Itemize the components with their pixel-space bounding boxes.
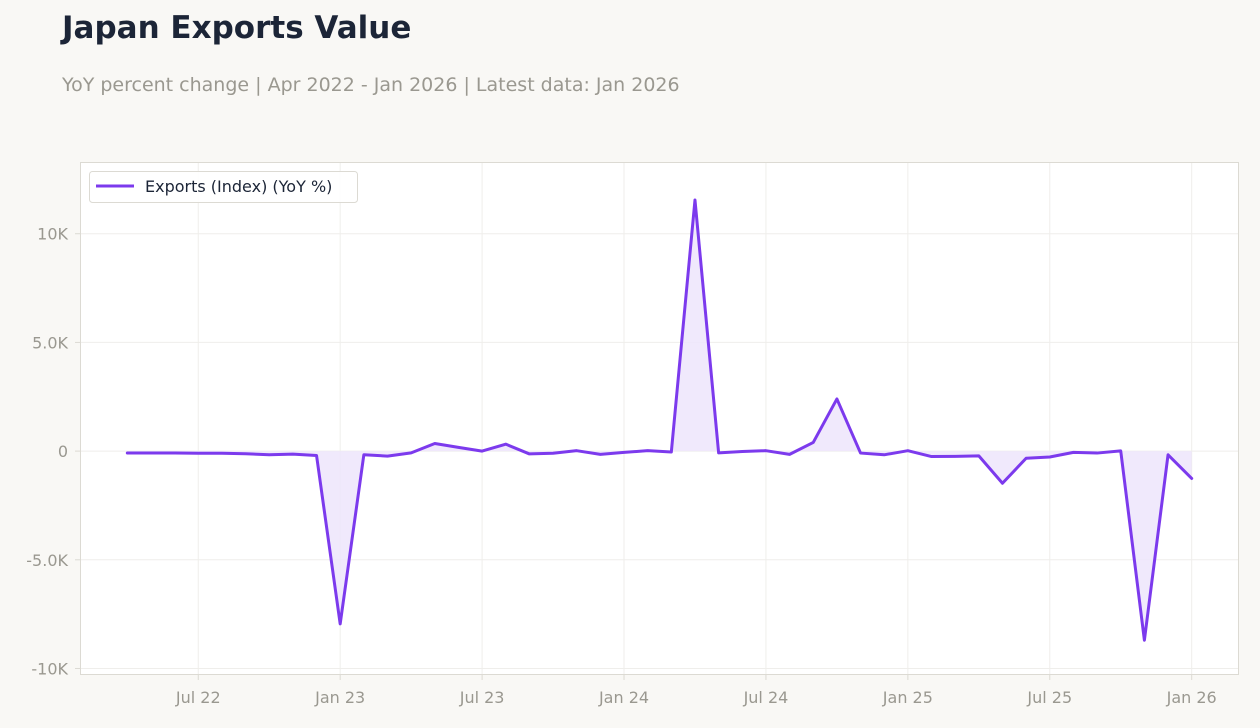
x-tick-label: Jan 26 [1166, 688, 1217, 707]
data-point [1024, 456, 1028, 460]
data-point [504, 442, 508, 446]
data-point [788, 452, 792, 456]
data-point [551, 451, 555, 455]
x-tick-label: Jan 25 [882, 688, 933, 707]
data-point [196, 451, 200, 455]
data-point [859, 451, 863, 455]
data-point [740, 450, 744, 454]
data-point [1071, 450, 1075, 454]
data-point [669, 450, 673, 454]
data-point [930, 455, 934, 459]
data-point [527, 452, 531, 456]
x-tick-label: Jan 23 [314, 688, 365, 707]
y-axis-ticks: 10K 5.0K 0 -5.0K -10K [26, 225, 80, 678]
data-point [338, 622, 342, 626]
legend-label: Exports (Index) (YoY %) [145, 177, 332, 196]
data-point [244, 452, 248, 456]
data-point [125, 451, 129, 455]
page-subtitle: YoY percent change | Apr 2022 - Jan 2026… [62, 74, 680, 96]
y-tick-label: -5.0K [26, 551, 68, 570]
data-point [882, 453, 886, 457]
data-point [1166, 453, 1170, 457]
data-point [717, 451, 721, 455]
x-tick-label: Jul 25 [1026, 688, 1072, 707]
y-tick-label: 0 [58, 442, 68, 461]
legend-box [89, 171, 358, 203]
x-tick-label: Jul 23 [459, 688, 505, 707]
data-point [291, 452, 295, 456]
x-tick-label: Jan 24 [598, 688, 649, 707]
legend: Exports (Index) (YoY %) [89, 171, 358, 203]
data-point [1048, 455, 1052, 459]
y-tick-label: 5.0K [32, 333, 68, 352]
data-point [693, 198, 697, 202]
data-point [220, 451, 224, 455]
data-point [1000, 481, 1004, 485]
data-point [835, 397, 839, 401]
data-point [1119, 449, 1123, 453]
data-point [977, 454, 981, 458]
data-point [906, 449, 910, 453]
data-point [1095, 451, 1099, 455]
data-point [480, 449, 484, 453]
data-point [598, 452, 602, 456]
data-point [1190, 476, 1194, 480]
data-point [456, 445, 460, 449]
x-tick-label: Jul 24 [743, 688, 789, 707]
x-axis-ticks: Jul 22 Jan 23 Jul 23 Jan 24 Jul 24 Jan 25 Jul … [175, 675, 1217, 707]
plot-area [80, 162, 1239, 675]
data-point [575, 449, 579, 453]
grid-lines [80, 162, 1239, 675]
x-tick-label: Jul 22 [175, 688, 221, 707]
data-point [362, 453, 366, 457]
data-point [267, 453, 271, 457]
data-point [622, 450, 626, 454]
data-point [433, 441, 437, 445]
plot-frame [80, 162, 1239, 675]
data-point [953, 454, 957, 458]
data-point [764, 449, 768, 453]
data-point [811, 440, 815, 444]
y-tick-label: 10K [37, 225, 68, 244]
data-point [315, 453, 319, 457]
data-point [149, 451, 153, 455]
data-point [385, 454, 389, 458]
data-point [1142, 638, 1146, 642]
page-title: Japan Exports Value [62, 10, 412, 46]
data-point [646, 449, 650, 453]
data-point [173, 451, 177, 455]
data-point [409, 451, 413, 455]
y-tick-label: -10K [31, 659, 68, 678]
series-line [125, 198, 1194, 642]
